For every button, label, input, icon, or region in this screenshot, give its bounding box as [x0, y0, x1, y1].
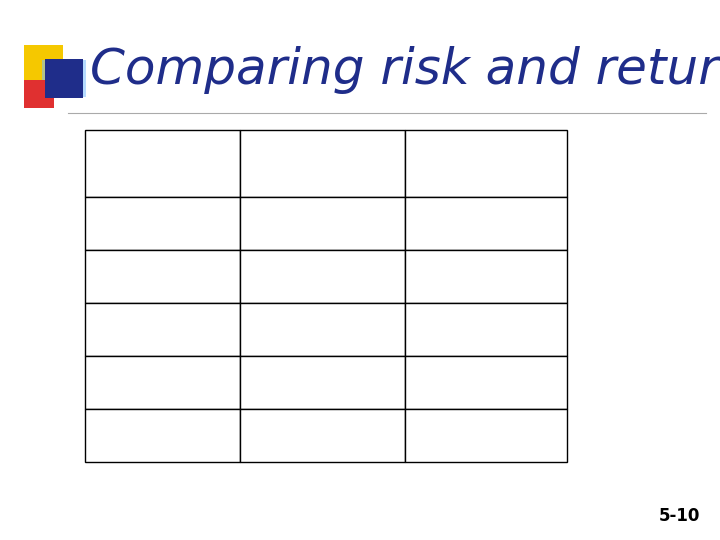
- Text: 13.8%: 13.8%: [455, 373, 518, 392]
- Text: Shell: Shell: [96, 320, 147, 339]
- Text: Risk, σ: Risk, σ: [451, 154, 521, 172]
- Text: 13.4%: 13.4%: [455, 320, 518, 339]
- Text: 17.4%: 17.4%: [292, 267, 354, 286]
- Text: Expected
return: Expected return: [276, 144, 369, 183]
- Text: 8.0%: 8.0%: [297, 214, 348, 233]
- Text: 20.04%: 20.04%: [449, 267, 524, 286]
- Text: Security: Security: [96, 154, 181, 172]
- Text: T-bills: T-bills: [96, 214, 156, 233]
- Text: 5-10: 5-10: [659, 507, 700, 525]
- Text: USR: USR: [96, 373, 138, 392]
- Text: 1.7%: 1.7%: [297, 320, 348, 339]
- Text: Comparing risk and return: Comparing risk and return: [90, 46, 720, 94]
- Text: 15.0%: 15.0%: [292, 426, 354, 444]
- Text: 0.0%: 0.0%: [462, 214, 511, 233]
- Text: 15.3%: 15.3%: [455, 426, 518, 444]
- Text: 13.8%: 13.8%: [292, 373, 354, 392]
- Text: Market: Market: [96, 426, 168, 444]
- Text: IBM: IBM: [96, 267, 135, 286]
